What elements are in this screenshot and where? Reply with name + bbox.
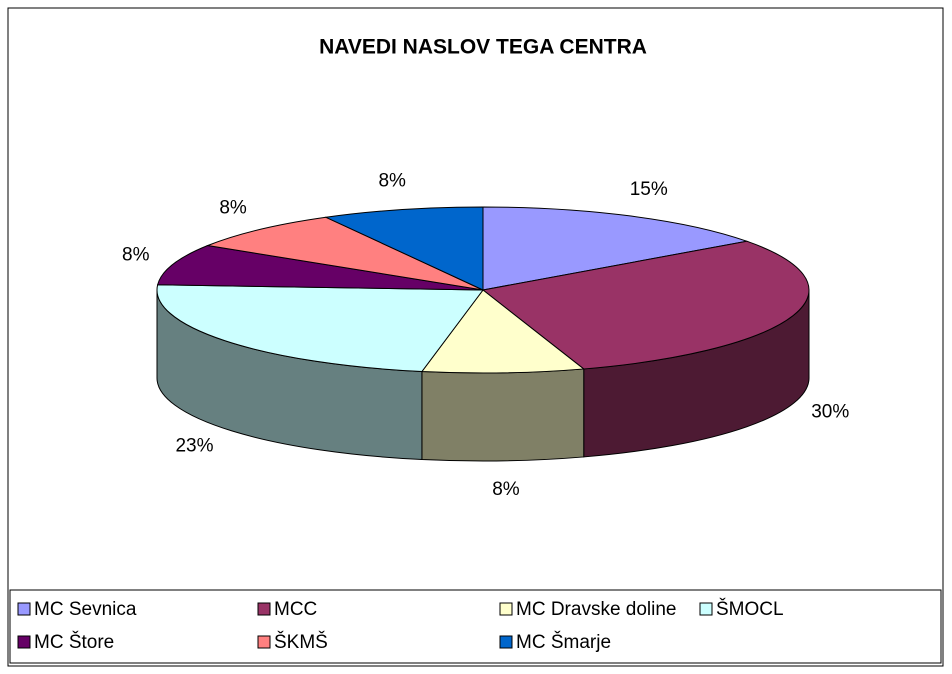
slice <box>481 240 810 370</box>
legend-label: ŠKMŠ <box>274 631 328 653</box>
slice-side <box>421 368 585 462</box>
data-label: 8% <box>492 479 520 500</box>
slice <box>482 206 749 291</box>
data-label: 23% <box>175 436 213 457</box>
legend-label: MC Dravske doline <box>516 599 677 620</box>
legend-marker <box>499 602 513 616</box>
legend-label: MC Šmarje <box>516 631 611 653</box>
chart-title: NAVEDI NASLOV TEGA CENTRA <box>319 36 647 59</box>
slice <box>205 216 484 291</box>
slice <box>156 284 484 373</box>
legend-marker <box>17 602 31 616</box>
legend-label: ŠMOCL <box>716 598 784 620</box>
legend-label: MC Štore <box>34 631 114 653</box>
legend-marker <box>699 602 713 616</box>
legend-marker <box>257 602 271 616</box>
data-label: 8% <box>219 197 247 218</box>
legend-box <box>9 589 942 664</box>
slice <box>324 206 484 291</box>
slice <box>420 289 586 374</box>
legend-marker <box>17 635 31 649</box>
legend-marker <box>499 635 513 649</box>
slice <box>157 245 484 291</box>
data-label: 8% <box>378 170 406 191</box>
legend-label: MC Sevnica <box>34 599 137 620</box>
data-label: 8% <box>122 244 150 265</box>
data-label: 15% <box>630 179 668 200</box>
legend-marker <box>257 635 271 649</box>
data-label: 30% <box>811 402 849 423</box>
legend-label: MCC <box>274 599 317 620</box>
